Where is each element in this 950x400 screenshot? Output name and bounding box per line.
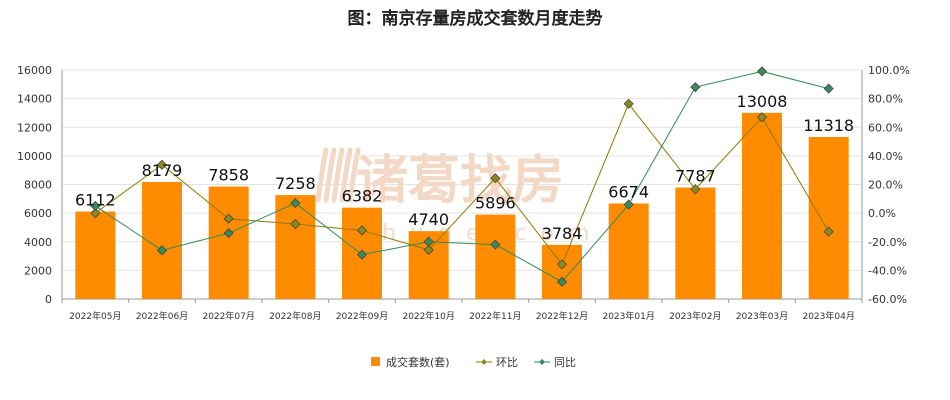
y-left-tick-label: 6000 xyxy=(24,207,52,220)
mom-point xyxy=(690,184,701,195)
x-tick-label: 2022年06月 xyxy=(136,310,188,322)
legend-swatch-bar xyxy=(371,357,380,366)
x-tick-label: 2022年11月 xyxy=(469,310,521,322)
bar-data-label: 6674 xyxy=(608,182,649,201)
yoy-point xyxy=(623,199,634,210)
legend-label: 成交套数(套) xyxy=(386,355,450,369)
y-right-tick-label: 0.0% xyxy=(868,207,896,220)
bar-data-label: 7858 xyxy=(208,166,249,185)
bar-data-label: 6112 xyxy=(75,191,116,210)
bar-data-label: 8179 xyxy=(142,161,183,180)
bar xyxy=(208,186,249,299)
bar-data-label: 11318 xyxy=(803,116,854,135)
x-tick-label: 2023年04月 xyxy=(802,310,854,322)
mom-point xyxy=(423,244,434,255)
x-tick-label: 2023年03月 xyxy=(736,310,788,322)
yoy-point xyxy=(90,200,101,212)
bar xyxy=(808,137,849,299)
y-right-tick-label: 100.0% xyxy=(868,64,910,77)
bar-data-label: 13008 xyxy=(737,92,788,111)
watermark-subtext: zhuge.com xyxy=(357,221,604,246)
mom-point xyxy=(223,213,234,224)
x-tick-label: 2022年10月 xyxy=(402,310,454,322)
y-right-tick-label: 60.0% xyxy=(868,121,903,134)
yoy-point xyxy=(823,83,834,94)
bar xyxy=(75,211,116,299)
y-left-tick-label: 0 xyxy=(45,293,52,306)
bar xyxy=(475,214,516,299)
y-left-tick-label: 4000 xyxy=(24,236,52,249)
yoy-point xyxy=(556,276,568,287)
yoy-point xyxy=(690,82,701,93)
mom-point xyxy=(356,225,368,236)
y-left-tick-label: 16000 xyxy=(17,64,52,77)
mom-point xyxy=(823,226,834,237)
bar-data-label: 3784 xyxy=(542,224,583,243)
bar-data-label: 7787 xyxy=(675,167,716,186)
mom-line xyxy=(95,102,830,266)
y-right-tick-label: -60.0% xyxy=(868,293,907,306)
bar xyxy=(675,187,716,299)
legend-swatch-marker xyxy=(539,359,545,365)
bar-data-label: 4740 xyxy=(408,210,449,229)
legend-label: 环比 xyxy=(496,356,518,369)
mom-point xyxy=(156,159,168,170)
bar-data-label: 5896 xyxy=(475,194,516,213)
legend-swatch-marker xyxy=(481,359,487,365)
mom-point xyxy=(556,259,568,270)
yoy-point xyxy=(756,66,768,77)
mom-point xyxy=(756,112,768,123)
y-left-tick-label: 14000 xyxy=(17,93,52,106)
legend-label: 同比 xyxy=(554,356,576,369)
watermark-logo-stroke xyxy=(347,147,361,203)
yoy-point xyxy=(423,236,434,247)
watermark-logo-stroke xyxy=(315,147,329,203)
mom-point xyxy=(90,208,101,219)
x-tick-label: 2022年12月 xyxy=(536,310,588,322)
yoy-point xyxy=(156,245,168,256)
yoy-point xyxy=(490,239,501,250)
mom-point xyxy=(290,218,301,230)
y-right-tick-label: -20.0% xyxy=(868,236,907,249)
bar-data-label: 6382 xyxy=(342,187,383,206)
bar-data-label: 7258 xyxy=(275,174,316,193)
x-tick-label: 2022年08月 xyxy=(269,310,321,322)
x-tick-label: 2022年07月 xyxy=(202,310,254,322)
yoy-point xyxy=(356,249,368,260)
bar xyxy=(742,112,782,299)
bar xyxy=(542,244,582,299)
x-tick-label: 2022年09月 xyxy=(336,310,388,322)
bar xyxy=(275,195,316,299)
watermark-logo-stroke xyxy=(339,147,353,203)
watermark-text: 诸葛找房 xyxy=(356,151,564,211)
y-right-tick-label: -40.0% xyxy=(868,264,907,277)
y-left-tick-label: 2000 xyxy=(24,264,52,277)
x-tick-label: 2023年02月 xyxy=(669,310,721,322)
watermark-logo-stroke xyxy=(331,147,345,203)
y-right-tick-label: 80.0% xyxy=(868,93,903,106)
bar xyxy=(608,203,649,299)
bar xyxy=(142,181,182,299)
watermark-logo-stroke xyxy=(323,147,337,203)
chart-title: 图：南京存量房成交套数月度走势 xyxy=(347,9,603,29)
yoy-point xyxy=(290,198,301,209)
mom-point xyxy=(490,173,501,184)
y-left-tick-label: 10000 xyxy=(17,150,52,163)
mom-point xyxy=(623,98,634,109)
x-tick-label: 2023年01月 xyxy=(602,310,654,322)
x-tick-label: 2022年05月 xyxy=(69,310,121,322)
y-right-tick-label: 40.0% xyxy=(868,150,903,163)
y-right-tick-label: 20.0% xyxy=(868,179,903,192)
yoy-point xyxy=(223,228,234,239)
y-left-tick-label: 12000 xyxy=(17,121,52,134)
y-left-tick-label: 8000 xyxy=(24,179,52,192)
yoy-line xyxy=(95,70,829,283)
